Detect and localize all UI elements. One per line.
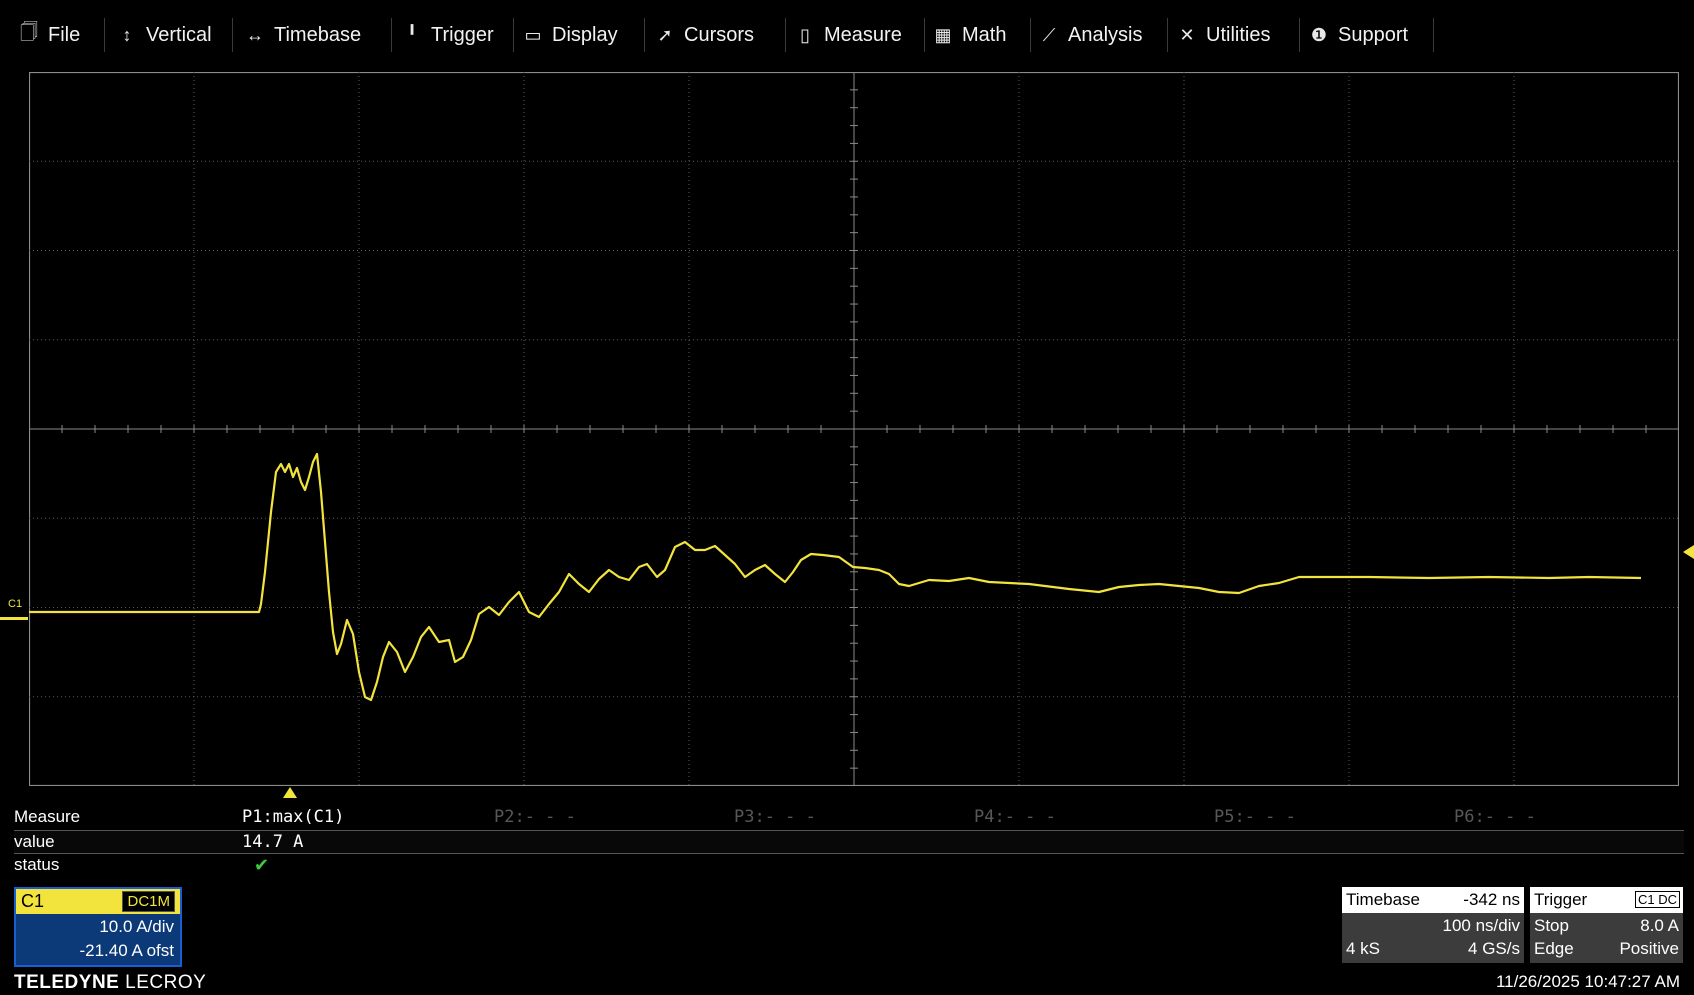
channel-c1-body: 10.0 A/div -21.40 A ofst <box>16 914 180 965</box>
channel-c1-scale: 10.0 A/div <box>99 917 174 936</box>
menu-divider <box>1167 18 1168 52</box>
menu-divider <box>513 18 514 52</box>
menu-display[interactable]: ▭ Display <box>522 16 618 54</box>
channel-marker[interactable]: C1 <box>8 598 22 610</box>
param-p1-value: 14.7 A <box>242 832 304 852</box>
menu-divider <box>1030 18 1031 52</box>
trigger-label: Trigger <box>1534 890 1588 909</box>
menu-file-label: File <box>48 23 81 46</box>
brand-name-light: LECROY <box>125 972 207 993</box>
trigger-slope: Positive <box>1619 939 1679 958</box>
menu-support[interactable]: ❶ Support <box>1308 16 1408 54</box>
trigger-type: Edge <box>1534 939 1574 958</box>
menu-vertical[interactable]: ↕ Vertical <box>116 16 212 54</box>
channel-ground-marker <box>0 617 28 620</box>
horizontal-arrow-icon: ↔ <box>246 24 264 45</box>
timebase-header: Timebase -342 ns <box>1342 887 1524 913</box>
menu-analysis-label: Analysis <box>1068 23 1143 46</box>
trigger-icon: ╹ <box>406 24 418 45</box>
menu-divider <box>924 18 925 52</box>
tools-icon: ✕ <box>1179 24 1195 45</box>
menu-divider <box>232 18 233 52</box>
menu-timebase-label: Timebase <box>274 23 362 46</box>
timebase-samples: 4 kS <box>1346 939 1381 958</box>
trigger-level-marker[interactable] <box>1683 545 1694 559</box>
menu-divider <box>1433 18 1434 52</box>
menu-divider <box>785 18 786 52</box>
menu-math-label: Math <box>962 23 1007 46</box>
measure-table: Measure P1:max(C1) P2:- - - P3:- - - P4:… <box>0 806 1694 876</box>
trigger-position-marker[interactable] <box>283 787 297 798</box>
vertical-arrow-icon: ↕ <box>122 24 132 45</box>
timebase-scale: 100 ns/div <box>1442 916 1521 935</box>
trigger-mode: Stop <box>1534 916 1569 935</box>
menu-utilities[interactable]: ✕ Utilities <box>1176 16 1270 54</box>
analysis-chart-icon: ⟋ <box>1042 24 1056 45</box>
measure-value-row: value 14.7 A <box>14 830 1684 854</box>
param-p5-name[interactable]: P5:- - - <box>1214 807 1296 827</box>
channel-c1-name: C1 <box>21 891 45 911</box>
menu-analysis[interactable]: ⟋ Analysis <box>1038 16 1143 54</box>
measure-status-row: status ✔ <box>14 854 1684 876</box>
menu-vertical-label: Vertical <box>146 23 212 46</box>
channel-trace <box>29 452 1642 702</box>
waveform-grid[interactable] <box>29 72 1679 786</box>
menu-measure-label: Measure <box>824 23 902 46</box>
trigger-source-badge: C1 DC <box>1634 891 1680 908</box>
menu-trigger-label: Trigger <box>431 23 494 46</box>
channel-c1-offset: -21.40 A ofst <box>79 941 174 960</box>
menu-trigger[interactable]: ╹ Trigger <box>401 16 494 54</box>
menu-measure[interactable]: ▯ Measure <box>794 16 902 54</box>
menu-support-label: Support <box>1338 23 1409 46</box>
param-p4-name[interactable]: P4:- - - <box>974 807 1056 827</box>
channel-c1-header: C1 DC1M <box>16 889 180 914</box>
timebase-descriptor[interactable]: Timebase -342 ns 100 ns/div 4 kS 4 GS/s <box>1342 887 1524 963</box>
menu-divider <box>391 18 392 52</box>
info-icon: ❶ <box>1310 24 1328 45</box>
brand-name-bold: TELEDYNE <box>14 972 120 993</box>
param-p2-name[interactable]: P2:- - - <box>494 807 576 827</box>
menu-divider <box>104 18 105 52</box>
timebase-label: Timebase <box>1346 890 1421 909</box>
cursor-icon: ➚ <box>657 24 673 45</box>
menu-utilities-label: Utilities <box>1206 23 1271 46</box>
timebase-delay: -342 ns <box>1463 890 1520 909</box>
menu-file[interactable]: 🗍 File <box>18 16 80 54</box>
measure-status-label: status <box>14 855 60 874</box>
calculator-icon: ▦ <box>934 24 952 45</box>
channel-c1-coupling-badge: DC1M <box>122 891 175 912</box>
menu-math[interactable]: ▦ Math <box>932 16 1006 54</box>
measure-header-row: Measure P1:max(C1) P2:- - - P3:- - - P4:… <box>14 806 1684 828</box>
trigger-descriptor[interactable]: Trigger C1 DC Stop 8.0 A Edge Positive <box>1530 887 1683 963</box>
menu-timebase[interactable]: ↔ Timebase <box>244 16 361 54</box>
menu-bar: 🗍 File ↕ Vertical ↔ Timebase ╹ Trigger ▭… <box>0 0 1694 70</box>
timestamp: 11/26/2025 10:47:27 AM <box>1495 972 1680 991</box>
param-p3-name[interactable]: P3:- - - <box>734 807 816 827</box>
timebase-sample-rate: 4 GS/s <box>1468 939 1520 958</box>
trigger-level: 8.0 A <box>1640 916 1679 935</box>
channel-marker-label: C1 <box>8 598 23 610</box>
trigger-header: Trigger C1 DC <box>1530 887 1683 913</box>
file-icon: 🗍 <box>20 22 38 42</box>
grid-lines <box>29 72 1679 786</box>
measure-header-label: Measure <box>14 807 81 826</box>
menu-display-label: Display <box>552 23 618 46</box>
measure-icon: ▯ <box>800 24 810 45</box>
param-p6-name[interactable]: P6:- - - <box>1454 807 1536 827</box>
channel-c1-descriptor[interactable]: C1 DC1M 10.0 A/div -21.40 A ofst <box>14 887 182 967</box>
display-icon: ▭ <box>524 24 542 45</box>
param-p1-name[interactable]: P1:max(C1) <box>242 807 345 827</box>
brand-logo: TELEDYNE LECROY <box>14 972 206 994</box>
menu-cursors-label: Cursors <box>684 23 755 46</box>
menu-cursors[interactable]: ➚ Cursors <box>654 16 754 54</box>
menu-divider <box>1299 18 1300 52</box>
menu-divider <box>644 18 645 52</box>
param-p1-status-check-icon: ✔ <box>254 855 270 876</box>
measure-value-label: value <box>14 832 55 851</box>
